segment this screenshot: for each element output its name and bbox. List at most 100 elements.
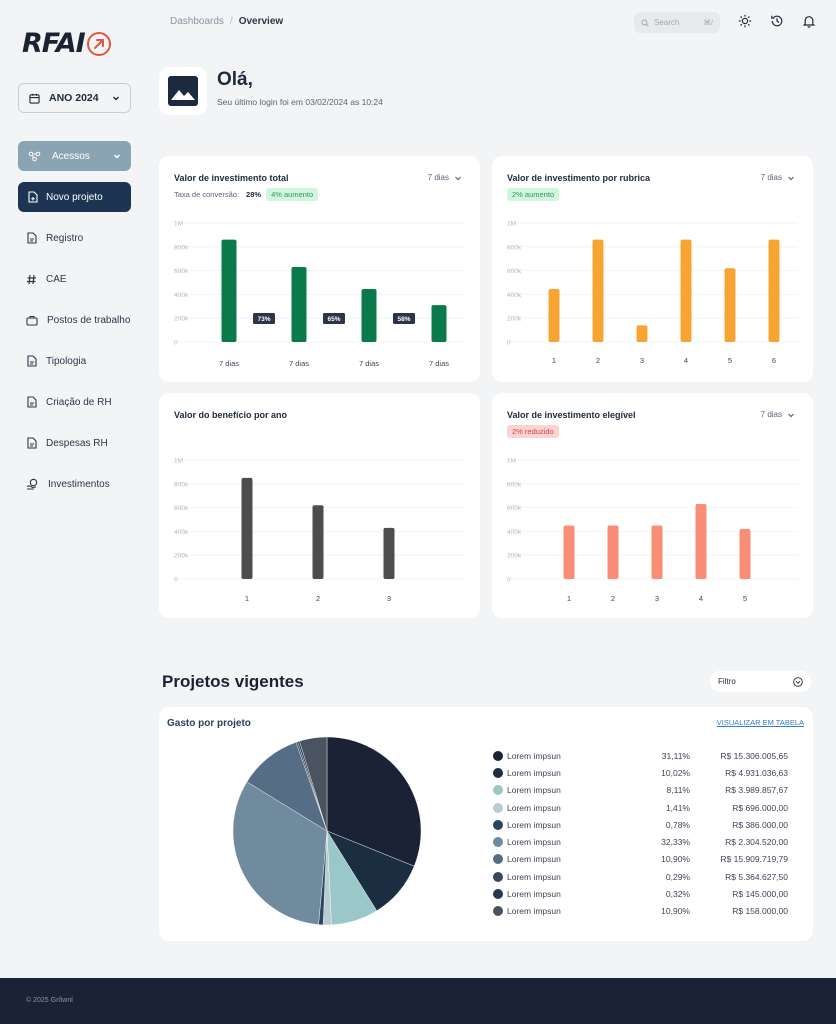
pie-slice[interactable] [232, 781, 328, 925]
breadcrumb-dashboards[interactable]: Dashboards [170, 16, 224, 27]
sidebar-item-postos-de-trabalho[interactable]: Postos de trabalho [26, 311, 130, 329]
y-tick-label: 400k [507, 292, 522, 299]
y-tick-label: 600k [507, 268, 522, 275]
footer-copyright: © 2025 Grõwnl [26, 997, 73, 1004]
history-icon[interactable] [770, 14, 784, 28]
bar[interactable] [739, 529, 751, 579]
acessos-label: Acessos [52, 150, 90, 162]
card-title: Valor do benefício por ano [174, 410, 288, 420]
range-label: 7 dias [427, 173, 449, 182]
legend-color-dot [493, 906, 503, 917]
bar[interactable] [592, 239, 604, 342]
range-select[interactable]: 7 dias [428, 173, 462, 182]
legend-color-dot [493, 750, 503, 761]
x-tick-label: 6 [772, 356, 776, 365]
card-investimento-total: Valor de investimento total 7 dias Taxa … [159, 156, 480, 382]
y-tick-label: 400k [507, 529, 522, 536]
bar[interactable] [312, 505, 324, 579]
bar[interactable] [291, 267, 307, 342]
legend-color-dot [493, 837, 503, 848]
sidebar-item-registro[interactable]: Registro [26, 229, 83, 247]
file-icon [27, 355, 37, 367]
legend-color-dot [493, 785, 503, 796]
legend-percent: 31,11% [661, 750, 690, 761]
conversion-data-label-bg [253, 313, 275, 324]
search-input[interactable]: Search ⌘/ [634, 12, 720, 33]
sidebar-item-cae[interactable]: CAE [26, 270, 67, 288]
legend-color-dot [493, 871, 503, 882]
y-tick-label: 800k [507, 244, 522, 251]
legend-row: Lorem impsun 10,90% R$ 158.000,00 [493, 903, 788, 920]
range-label: 7 dias [760, 410, 782, 419]
projetos-heading: Projetos vigentes [162, 672, 304, 691]
x-tick-label: 3 [655, 594, 659, 603]
logo[interactable]: RFAI [22, 28, 111, 59]
filter-select[interactable]: Filtro [710, 671, 811, 692]
bar[interactable] [607, 525, 619, 579]
bar[interactable] [221, 239, 237, 342]
y-tick-label: 1M [507, 221, 516, 228]
bar[interactable] [680, 239, 692, 342]
novo-projeto-button[interactable]: Novo projeto [18, 182, 131, 212]
x-tick-label: 3 [387, 594, 391, 603]
bar[interactable] [431, 305, 447, 342]
y-tick-label: 400k [174, 529, 189, 536]
bar[interactable] [636, 325, 648, 342]
legend-value: R$ 4.931.036,63 [725, 767, 788, 778]
bar-chart-rubrica: 1M 800k 600k 400k 200k 0 1 2 3 4 5 6 [507, 221, 798, 365]
legend-color-dot [493, 802, 503, 813]
conversion-data-label-bg [323, 313, 345, 324]
bar[interactable] [241, 477, 253, 579]
hash-icon [27, 274, 36, 284]
bar[interactable] [383, 527, 395, 579]
image-placeholder-icon [168, 76, 198, 106]
y-tick-label: 800k [174, 244, 189, 251]
view-table-link[interactable]: VISUALIZAR EM TABELA [716, 718, 804, 727]
chevron-down-icon [455, 176, 461, 180]
increase-badge: 2% aumento [507, 188, 560, 201]
hand-coin-icon [26, 478, 38, 490]
bar[interactable] [768, 239, 780, 342]
bar[interactable] [724, 268, 736, 342]
range-select[interactable]: 7 dias [761, 410, 795, 419]
sidebar-item-despesas-rh[interactable]: Despesas RH [26, 434, 108, 452]
legend-value: R$ 15.306.005,65 [720, 750, 788, 761]
sidebar-item-tipologia[interactable]: Tipologia [26, 352, 86, 370]
search-placeholder: Search [654, 18, 680, 27]
bar-chart-beneficio: 1M 800k 600k 400k 200k 0 1 2 3 [174, 458, 465, 603]
briefcase-icon [26, 315, 38, 326]
sidebar-item-criacao-de-rh[interactable]: Criação de RH [26, 393, 112, 411]
bar-chart-total: 1M 800k 600k 400k 200k 0 7 dias 7 dias 7 dias 7 d… [174, 221, 465, 368]
sun-icon[interactable] [738, 14, 752, 28]
legend-row: Lorem impsun 10,02% R$ 4.931.036,63 [493, 764, 788, 781]
legend-name: Lorem impsun [507, 906, 561, 917]
y-tick-label: 0 [507, 340, 511, 347]
range-select[interactable]: 7 dias [761, 173, 795, 182]
conversion-data-label: 65% [327, 316, 340, 323]
year-select[interactable]: ANO 2024 [18, 83, 131, 113]
legend-name: Lorem impsun [507, 837, 561, 848]
legend-value: R$ 158.000,00 [732, 906, 788, 917]
legend-name: Lorem impsun [507, 802, 561, 813]
pie-slice[interactable] [299, 736, 328, 832]
greeting-title: Olá, [217, 69, 253, 90]
decrease-badge: 2% reduzido [507, 425, 559, 438]
legend-row: Lorem impsun 32,33% R$ 2.304.520,00 [493, 833, 788, 850]
bar[interactable] [563, 525, 575, 579]
acessos-button[interactable]: Acessos [18, 141, 131, 171]
bar[interactable] [361, 289, 377, 342]
avatar[interactable] [159, 67, 207, 115]
pie-slice[interactable] [326, 736, 422, 867]
legend-value: R$ 145.000,00 [732, 889, 788, 900]
x-tick-label: 7 dias [429, 359, 449, 368]
sidebar-item-investimentos[interactable]: Investimentos [26, 475, 110, 493]
breadcrumb-separator: / [229, 16, 233, 27]
bell-icon[interactable] [802, 14, 816, 28]
bar[interactable] [548, 289, 560, 342]
chevron-down-icon [113, 96, 119, 101]
bar[interactable] [651, 525, 663, 579]
legend-percent: 0,78% [665, 819, 690, 830]
x-tick-label: 7 dias [289, 359, 309, 368]
x-tick-label: 3 [640, 356, 644, 365]
bar[interactable] [695, 504, 707, 579]
